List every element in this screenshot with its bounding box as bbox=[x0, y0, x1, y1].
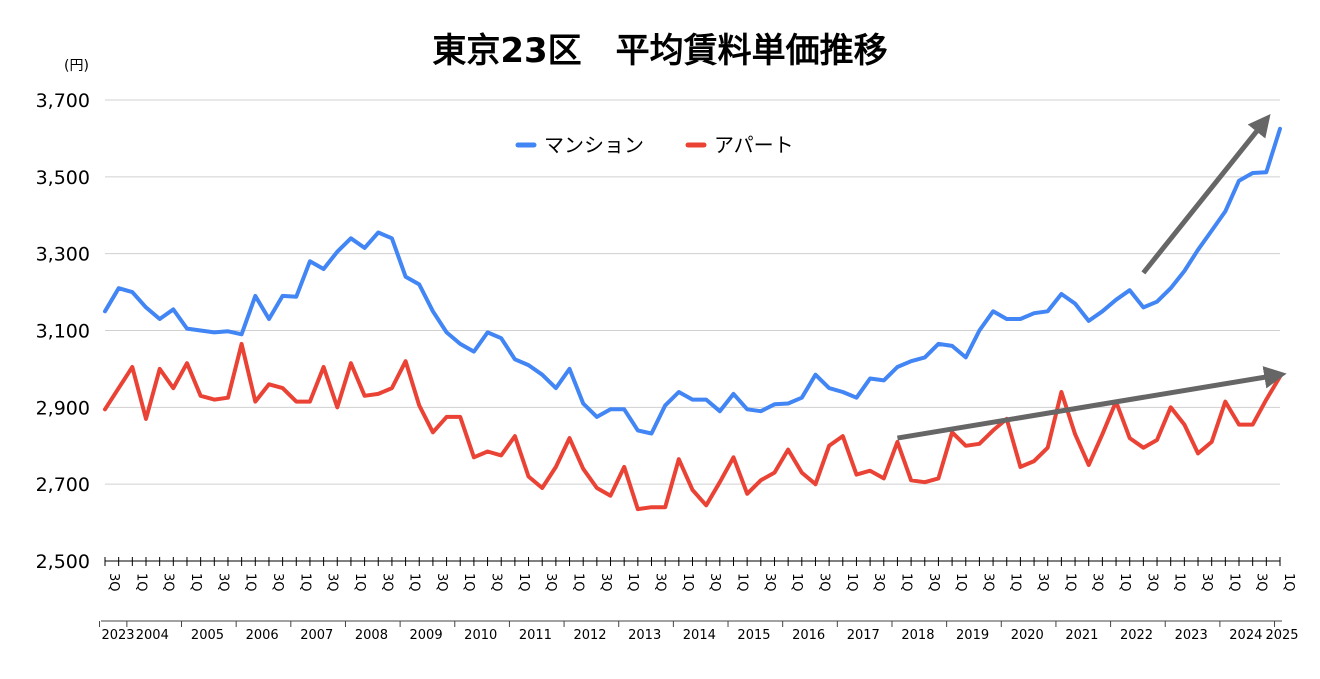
trend-arrows bbox=[897, 113, 1287, 441]
x-tick-label: 1Q bbox=[297, 573, 312, 592]
x-tick-label: 1Q bbox=[625, 573, 640, 592]
year-label: 2016 bbox=[792, 628, 825, 643]
year-label: 2019 bbox=[956, 628, 989, 643]
x-tick-label: 3Q bbox=[270, 573, 285, 592]
x-tick-label: 1Q bbox=[516, 573, 531, 592]
year-label: 2005 bbox=[191, 628, 224, 643]
year-label: 2021 bbox=[1065, 628, 1098, 643]
x-tick-label: 1Q bbox=[352, 573, 367, 592]
year-label: 2006 bbox=[246, 628, 279, 643]
year-label: 2024 bbox=[1229, 628, 1262, 643]
x-tick-label: 3Q bbox=[816, 573, 831, 592]
x-tick-label: 1Q bbox=[188, 573, 203, 592]
x-tick-label: 3Q bbox=[1144, 573, 1159, 592]
legend: マンション アパート bbox=[515, 133, 794, 157]
x-tick-label: 3Q bbox=[434, 573, 449, 592]
year-label: 2007 bbox=[300, 628, 333, 643]
x-tick-label: 3Q bbox=[871, 573, 886, 592]
y-tick-label: 3,500 bbox=[36, 167, 90, 189]
year-label: 2009 bbox=[410, 628, 443, 643]
x-tick-label: 1Q bbox=[1281, 573, 1296, 592]
x-tick-label: 3Q bbox=[489, 573, 504, 592]
x-tick-label: 1Q bbox=[571, 573, 586, 592]
mansion-series-line bbox=[103, 126, 1282, 436]
x-tick-label: 3Q bbox=[543, 573, 558, 592]
x-tick-label: 1Q bbox=[1117, 573, 1132, 592]
year-label: 2020 bbox=[1011, 628, 1044, 643]
x-tick-label: 3Q bbox=[1090, 573, 1105, 592]
x-tick-label: 3Q bbox=[598, 573, 613, 592]
x-tick-label: 1Q bbox=[789, 573, 804, 592]
y-tick-label: 2,500 bbox=[36, 551, 90, 573]
x-tick-label: 3Q bbox=[707, 573, 722, 592]
x-tick-label: 1Q bbox=[243, 573, 258, 592]
x-tick-label: 3Q bbox=[762, 573, 777, 592]
x-tick-label: 3Q bbox=[653, 573, 668, 592]
x-tick-label: 3Q bbox=[325, 573, 340, 592]
year-label: 2025 bbox=[1265, 628, 1298, 643]
year-label: 2013 bbox=[628, 628, 661, 643]
x-tick-label: 3Q bbox=[379, 573, 394, 592]
x-tick-label: 1Q bbox=[734, 573, 749, 592]
grid-lines bbox=[105, 99, 1280, 562]
year-label: 2004 bbox=[136, 628, 169, 643]
year-label: 2008 bbox=[355, 628, 388, 643]
apartment-trend-arrow bbox=[897, 366, 1287, 441]
x-tick-label: 3Q bbox=[106, 573, 121, 592]
y-tick-label: 2,900 bbox=[36, 397, 90, 419]
x-tick-label: 1Q bbox=[461, 573, 476, 592]
x-tick-label: 1Q bbox=[680, 573, 695, 592]
x-tick-label: 3Q bbox=[926, 573, 941, 592]
x-tick-label: 3Q bbox=[1199, 573, 1214, 592]
year-label: 2010 bbox=[464, 628, 497, 643]
x-tick-label: 3Q bbox=[1254, 573, 1269, 592]
legend-label: アパート bbox=[714, 133, 794, 157]
chart-title: 東京23区 平均賃料単価推移 bbox=[432, 31, 887, 71]
mansion-trend-arrow bbox=[1141, 113, 1271, 275]
y-tick-label: 3,700 bbox=[36, 90, 90, 112]
x-tick-label: 3Q bbox=[1035, 573, 1050, 592]
year-label: 2015 bbox=[737, 628, 770, 643]
legend-label: マンション bbox=[544, 133, 644, 157]
x-tick-label: 3Q bbox=[161, 573, 176, 592]
y-axis-unit-label: (円) bbox=[64, 58, 89, 74]
x-tick-label: 1Q bbox=[844, 573, 859, 592]
x-tick-label: 3Q bbox=[980, 573, 995, 592]
y-tick-label: 3,100 bbox=[36, 321, 90, 343]
x-tick-label: 1Q bbox=[1172, 573, 1187, 592]
x-tick-label: 1Q bbox=[898, 573, 913, 592]
year-label: 2017 bbox=[847, 628, 880, 643]
x-tick-label: 1Q bbox=[133, 573, 148, 592]
year-label: 2022 bbox=[1120, 628, 1153, 643]
year-label: 2023 bbox=[101, 628, 134, 643]
y-tick-label: 3,300 bbox=[36, 244, 90, 266]
x-tick-label: 1Q bbox=[1008, 573, 1023, 592]
year-label: 2014 bbox=[683, 628, 716, 643]
year-label: 2011 bbox=[519, 628, 552, 643]
x-tick-label: 1Q bbox=[407, 573, 422, 592]
apartment-series-line bbox=[103, 341, 1282, 512]
x-tick-label: 1Q bbox=[953, 573, 968, 592]
year-label: 2018 bbox=[901, 628, 934, 643]
year-label: 2012 bbox=[573, 628, 606, 643]
y-axis-ticks: 2,500 2,700 2,900 3,100 3,300 3,500 3,700 bbox=[36, 90, 90, 573]
year-label: 2023 bbox=[1175, 628, 1208, 643]
x-tick-label: 3Q bbox=[215, 573, 230, 592]
x-axis: 3Q 1Q 3Q 1Q 3Q 1Q 3Q 1Q 3Q 1Q 3Q 1Q 3Q 1Q 3Q 1Q 3Q 1Q 3Q 1Q… bbox=[99, 557, 1299, 643]
x-tick-label: 1Q bbox=[1226, 573, 1241, 592]
x-tick-label: 1Q bbox=[1062, 573, 1077, 592]
series-lines bbox=[103, 126, 1282, 512]
y-tick-label: 2,700 bbox=[36, 474, 90, 496]
